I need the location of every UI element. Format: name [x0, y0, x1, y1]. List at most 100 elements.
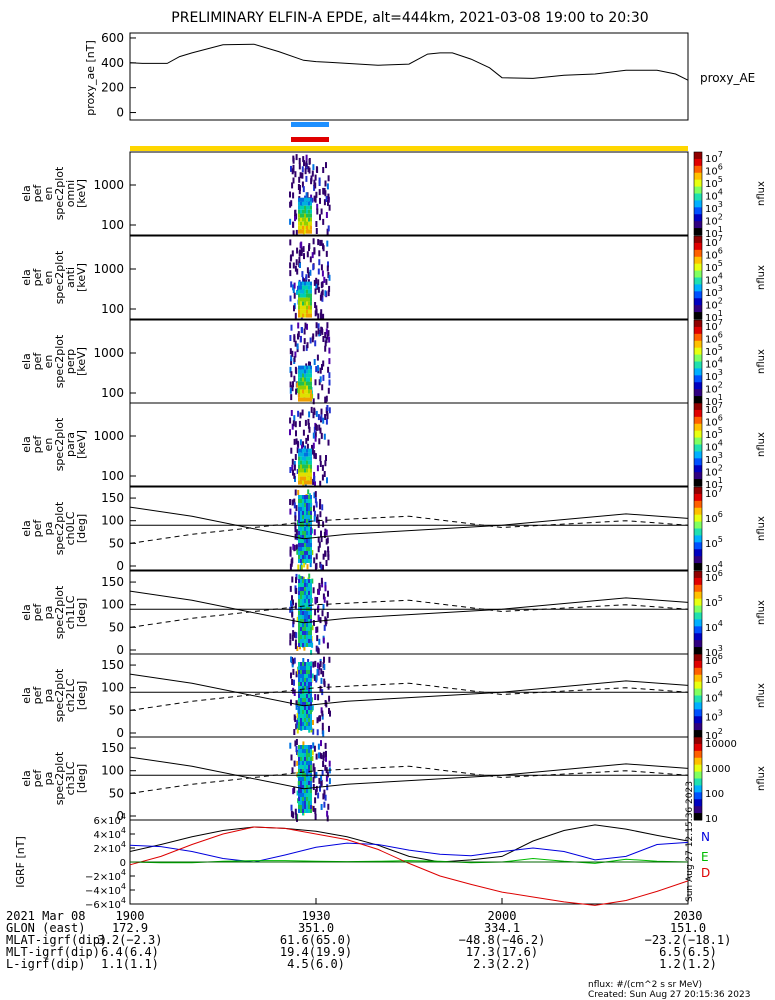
- heatmap-cell: [302, 495, 304, 499]
- heatmap-cell: [302, 309, 304, 314]
- heatmap-cell: [310, 551, 312, 555]
- heatmap-cell: [304, 197, 306, 202]
- heatmap-cell: [299, 439, 302, 446]
- heatmap-cell: [300, 373, 302, 378]
- heatmap-cell: [327, 554, 330, 561]
- colorbar-cell: [694, 545, 702, 550]
- heatmap-cell: [311, 252, 314, 259]
- heatmap-cell: [306, 393, 308, 398]
- heatmap-cell: [322, 754, 325, 761]
- heatmap-cell: [293, 657, 296, 664]
- heatmap-cell: [317, 268, 320, 275]
- heatmap-cell: [324, 794, 327, 801]
- heatmap-cell: [289, 387, 292, 394]
- heatmap-cell: [310, 698, 312, 702]
- heatmap-cell: [302, 285, 304, 290]
- colorbar-cell: [694, 531, 702, 536]
- igrf-ylabel: IGRF [nT]: [14, 836, 27, 888]
- heatmap-cell: [326, 771, 329, 778]
- heatmap-cell: [298, 643, 300, 647]
- colorbar-cell: [694, 726, 702, 731]
- panel-frame: [129, 235, 689, 320]
- heatmap-cell: [315, 221, 318, 227]
- heatmap-cell: [310, 293, 312, 298]
- colorbar-cell: [694, 479, 702, 484]
- heatmap-cell: [299, 336, 302, 343]
- colorbar-cell: [694, 757, 702, 762]
- proxy-ae-ylabel: proxy_ae [nT]: [84, 40, 97, 115]
- heatmap-cell: [313, 492, 316, 499]
- heatmap-cell: [328, 372, 331, 379]
- heatmap-cell: [295, 671, 298, 678]
- colorbar-cell: [694, 809, 702, 814]
- heatmap-cell: [307, 489, 310, 495]
- heatmap-cell: [308, 674, 310, 678]
- heatmap-cell: [295, 632, 298, 639]
- heatmap-cell: [308, 531, 310, 535]
- heatmap-cell: [304, 531, 306, 535]
- colorbar-cell: [694, 574, 702, 579]
- heatmap-cell: [323, 678, 326, 685]
- heatmap-cell: [298, 753, 300, 757]
- heatmap-cell: [298, 769, 300, 773]
- heatmap-cell: [310, 670, 312, 674]
- heatmap-cell: [318, 638, 321, 645]
- heatmap-cell: [308, 293, 310, 298]
- heatmap-cell: [295, 213, 298, 220]
- heatmap-cell: [319, 661, 322, 667]
- heatmap-cell: [308, 535, 310, 539]
- heatmap-cell: [311, 625, 314, 631]
- heatmap-cell: [306, 480, 308, 485]
- ephemeris-row-label: MLT-igrf(dip): [6, 945, 100, 959]
- heatmap-cell: [302, 611, 304, 615]
- heatmap-cell: [324, 332, 327, 338]
- panel-frame: [129, 151, 689, 236]
- ephemeris-value: 172.9: [112, 921, 148, 935]
- heatmap-cell: [318, 541, 321, 548]
- heatmap-cell: [306, 547, 308, 551]
- igrf-tick-label: 4×104: [93, 826, 126, 841]
- heatmap-cell: [316, 283, 319, 290]
- ephemeris-value: 61.6(65.0): [280, 933, 352, 947]
- heatmap-cell: [310, 297, 312, 302]
- y-tick-label: 1000: [93, 262, 124, 276]
- heatmap-cell: [306, 377, 308, 382]
- heatmap-cell: [302, 197, 304, 202]
- heatmap-cell: [308, 623, 310, 627]
- heatmap-cell: [310, 649, 313, 655]
- heatmap-cell: [298, 519, 300, 523]
- heatmap-cell: [304, 722, 306, 726]
- colorbar-cell: [694, 681, 702, 686]
- panel-ylabel: en: [42, 355, 55, 369]
- heatmap-cell: [308, 305, 310, 310]
- heatmap-cell: [295, 505, 298, 512]
- anti-loss-cone-line: [129, 599, 689, 628]
- panel-ylabel: [keV]: [75, 347, 88, 376]
- heatmap-cell: [310, 615, 312, 619]
- heatmap-cell: [294, 808, 297, 815]
- heatmap-cell: [314, 813, 317, 820]
- heatmap-cell: [292, 164, 295, 171]
- heatmap-cell: [306, 460, 308, 465]
- heatmap-cell: [308, 499, 310, 503]
- colorbar-cell: [694, 382, 702, 387]
- heatmap-cell: [304, 674, 306, 678]
- heatmap-cell: [304, 448, 306, 453]
- colorbar-cell: [694, 420, 702, 425]
- heatmap-cell: [304, 781, 306, 785]
- heatmap-cell: [304, 797, 306, 801]
- heatmap-cell: [310, 726, 312, 730]
- heatmap-cell: [302, 623, 304, 627]
- heatmap-cell: [300, 472, 302, 477]
- heatmap-cell: [324, 290, 327, 297]
- heatmap-cell: [322, 167, 325, 173]
- heatmap-cell: [300, 519, 302, 523]
- heatmap-cell: [327, 290, 330, 297]
- heatmap-cell: [300, 777, 302, 781]
- heatmap-cell: [300, 507, 302, 511]
- heatmap-cell: [295, 573, 298, 580]
- panel-ylabel: [keV]: [75, 430, 88, 459]
- heatmap-cell: [302, 551, 304, 555]
- heatmap-cell: [290, 754, 293, 761]
- heatmap-cell: [300, 749, 302, 753]
